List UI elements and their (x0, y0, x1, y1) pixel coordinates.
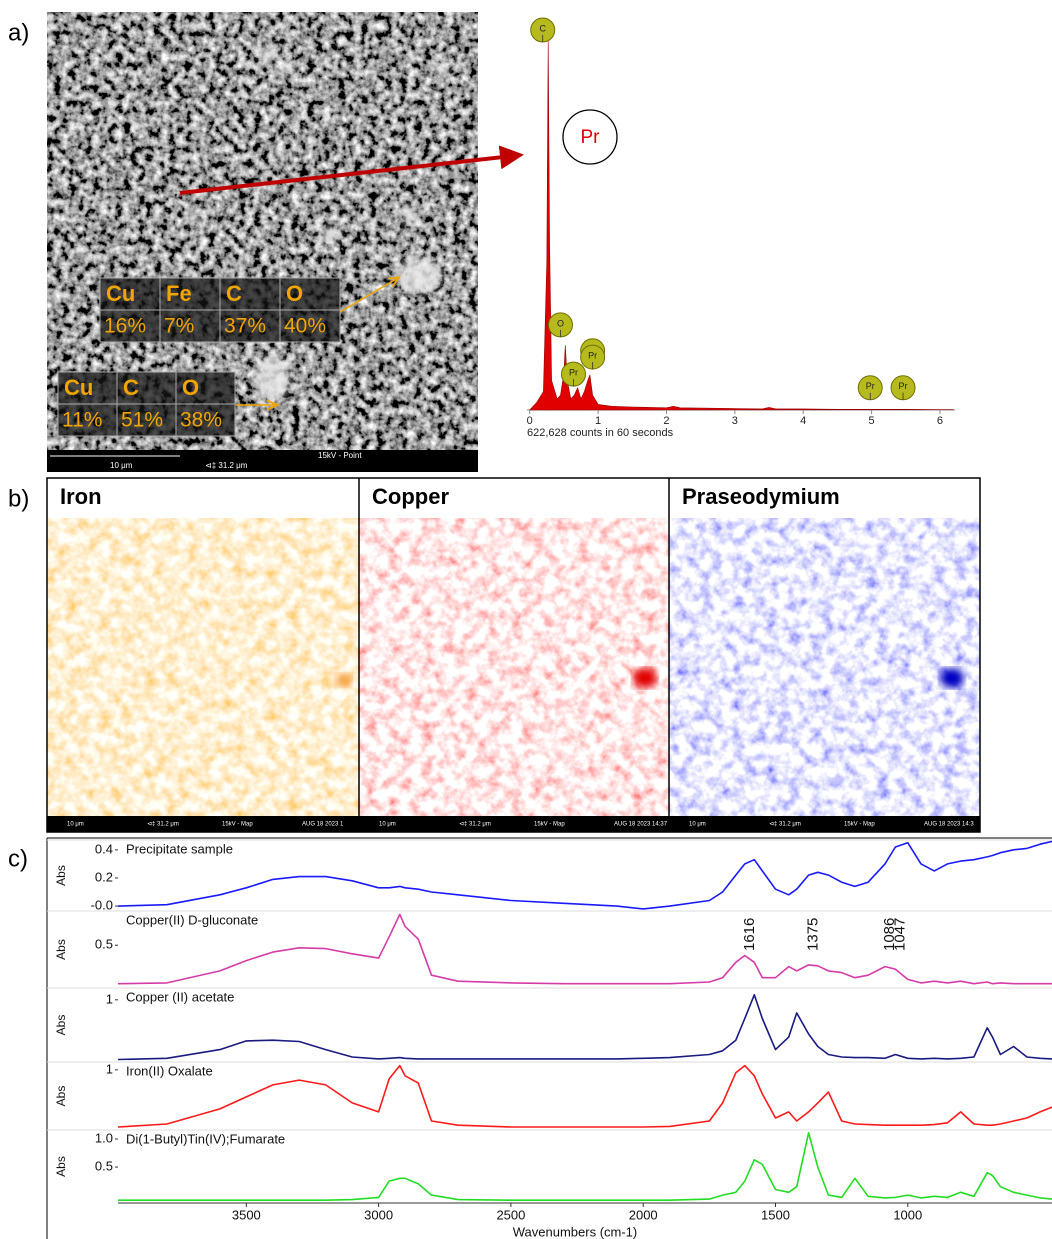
map-footer-text: ⊲‡ 31.2 μm (769, 822, 801, 828)
figure: a) b) c) 10 μm ⊲‡ 31.2 μm 15kV - Point C… (0, 0, 1052, 1239)
y-tick-label: 0.5 (95, 937, 113, 952)
peak-annotation: 1047 (891, 918, 908, 951)
x-tick-label: 1 (595, 415, 601, 427)
page: { "panel_labels": ["a)", "b)", "c)"], "s… (0, 0, 1052, 1239)
x-axis-label: Wavenumbers (cm-1) (513, 1224, 637, 1239)
sem-footer-text: 10 μm (110, 461, 133, 470)
sem-footer-text: ⊲‡ 31.2 μm (205, 461, 248, 470)
panel-label: c) (8, 845, 28, 872)
map-footer-text: ⊲‡ 31.2 μm (147, 822, 179, 828)
series-title: Iron(II) Oxalate (126, 1063, 213, 1078)
element-maps (47, 478, 980, 832)
x-tick-label: 2500 (496, 1207, 525, 1222)
map-title: Copper (372, 484, 449, 509)
table-value: 38% (180, 409, 222, 432)
x-tick-label: 3500 (232, 1207, 261, 1222)
y-tick-label: -0.0 (91, 898, 113, 913)
y-tick-label: 1 (106, 991, 113, 1006)
map-hotspot (336, 673, 352, 687)
peak-label: O (557, 318, 564, 328)
map-hotspot (940, 668, 964, 688)
y-axis-label: Abs (54, 865, 68, 886)
map-image (669, 478, 980, 832)
panel-label: b) (8, 485, 29, 512)
y-axis-label: Abs (54, 1086, 68, 1107)
peak-label: Pr (899, 381, 908, 391)
spectrum-line (118, 841, 1052, 909)
table-header: Fe (166, 281, 192, 306)
x-tick-label: 5 (869, 415, 875, 427)
table-value: 51% (121, 409, 163, 432)
peak-label: Pr (588, 350, 597, 360)
x-tick-label: 3000 (364, 1207, 393, 1222)
table-header: O (182, 375, 199, 400)
x-tick-label: 1000 (893, 1207, 922, 1222)
map-footer-text: AUG 18 2023 14:37 (614, 822, 668, 828)
peak-annotation: 1375 (805, 918, 822, 951)
panel-label: a) (8, 19, 29, 46)
x-tick-label: 1500 (761, 1207, 790, 1222)
spectrum-line (118, 1066, 1052, 1127)
table-header: C (123, 375, 139, 400)
map-hotspot (633, 668, 657, 688)
map-title: Iron (60, 484, 102, 509)
map-footer-text: 10 μm (67, 822, 84, 828)
y-axis-label: Abs (54, 1156, 68, 1177)
map-footer-text: 15kV - Map (534, 822, 565, 828)
series-title: Di(1-Butyl)Tin(IV);Fumarate (126, 1131, 285, 1146)
spectrum-line (118, 995, 1052, 1060)
x-tick-label: 0 (527, 415, 533, 427)
x-tick-label: 2000 (629, 1207, 658, 1222)
map-image (359, 478, 669, 832)
map-footer-text: 10 μm (689, 822, 706, 828)
table-value: 37% (224, 315, 266, 338)
table-header: Cu (106, 281, 135, 306)
x-tick-label: 2 (663, 415, 669, 427)
table-value: 7% (164, 315, 194, 338)
x-tick-label: 6 (937, 415, 943, 427)
map-footer-text: 10 μm (379, 822, 396, 828)
table-header: Cu (64, 375, 93, 400)
map-footer-text: AUG 18 2023 1 (302, 822, 344, 828)
map-footer-bar (47, 816, 980, 832)
y-tick-label: 0.4 (95, 841, 113, 856)
y-tick-label: 0.5 (95, 1158, 113, 1173)
series-title: Precipitate sample (126, 841, 233, 856)
y-tick-label: 1.0 (95, 1130, 113, 1145)
map-footer-text: AUG 18 2023 14:3 (924, 822, 974, 828)
counts-note: 622,628 counts in 60 seconds (527, 427, 674, 439)
table-value: 16% (104, 315, 146, 338)
y-axis-label: Abs (54, 939, 68, 960)
map-footer-text: ⊲‡ 31.2 μm (459, 822, 491, 828)
table-header: O (286, 281, 303, 306)
y-tick-label: 0.2 (95, 869, 113, 884)
map-title: Praseodymium (682, 484, 840, 509)
series-title: Copper (II) acetate (126, 989, 234, 1004)
map-footer-text: 15kV - Map (844, 822, 875, 828)
y-tick-label: 1 (106, 1061, 113, 1076)
peak-label: Pr (569, 367, 578, 377)
y-axis-label: Abs (54, 1015, 68, 1036)
x-tick-label: 3 (732, 415, 738, 427)
table-value: 11% (62, 409, 102, 432)
peak-label: Pr (866, 381, 875, 391)
map-footer-text: 15kV - Map (222, 822, 253, 828)
map-image (47, 478, 359, 832)
peak-annotation: 1616 (741, 918, 758, 951)
table-header: C (226, 281, 242, 306)
table-value: 40% (284, 315, 326, 338)
x-tick-label: 4 (800, 415, 806, 427)
series-title: Copper(II) D-gluconate (126, 912, 258, 927)
peak-label: C (539, 23, 546, 33)
sem-footer-text: 15kV - Point (318, 451, 362, 460)
callout-text: Pr (581, 127, 601, 148)
